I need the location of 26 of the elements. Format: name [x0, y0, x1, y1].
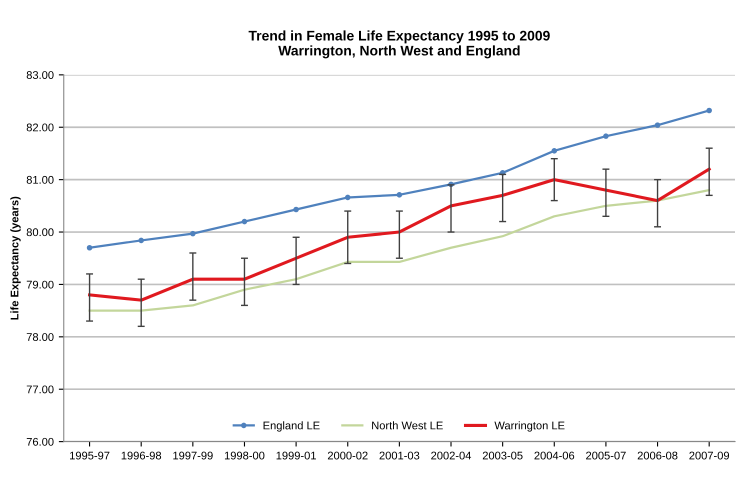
- y-tick-label: 76.00: [26, 438, 54, 446]
- y-axis-title: Life Expectancy (years): [10, 196, 21, 320]
- x-tick-label: 2007-09: [689, 452, 730, 460]
- x-tick-label: 2006-08: [638, 452, 678, 460]
- y-tick-label: 77.00: [26, 385, 54, 394]
- y-tick-label: 80.00: [26, 228, 54, 236]
- legend-label: Warrington LE: [494, 421, 565, 432]
- y-tick-label: 81.00: [26, 176, 54, 184]
- y-tick-label: 79.00: [26, 280, 54, 289]
- x-tick-label: 1996-98: [122, 452, 162, 460]
- x-tick-label: 2005-07: [586, 452, 626, 460]
- y-tick-label: 83.00: [26, 71, 54, 79]
- x-tick-label: 1995-97: [70, 452, 110, 460]
- chart-title: Trend in Female Life Expectancy 1995 to 2009 Warrington, North West and England: [248, 30, 550, 58]
- y-tick-label: 82.00: [26, 124, 54, 132]
- x-tick-label: 1997-99: [173, 452, 213, 460]
- x-tick-label: 2004-06: [534, 452, 574, 460]
- x-tick-label: 1999-01: [276, 452, 316, 460]
- legend-label: England LE: [264, 421, 320, 432]
- x-tick-label: 2001-03: [380, 452, 420, 460]
- y-tick-label: 78.00: [26, 333, 54, 341]
- legend-label: North West LE: [372, 421, 443, 430]
- x-tick-label: 2003-05: [482, 452, 523, 460]
- x-tick-label: 1998-00: [224, 452, 264, 460]
- x-tick-label: 2002-04: [431, 452, 472, 460]
- x-tick-label: 2000-02: [328, 452, 368, 460]
